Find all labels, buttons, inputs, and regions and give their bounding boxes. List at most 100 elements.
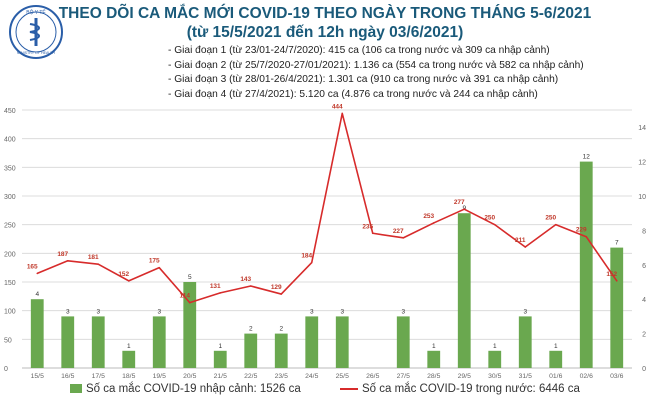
y-left-tick-label: 250 [4, 223, 16, 230]
y-right-tick-label: 2 [642, 332, 646, 339]
line-point [310, 261, 313, 264]
bar-data-label: 7 [615, 240, 619, 247]
bar [152, 316, 166, 368]
line-data-label: 152 [606, 271, 617, 278]
x-tick-label: 23/5 [275, 373, 288, 380]
x-tick-label: 20/5 [183, 373, 196, 380]
bar [122, 350, 136, 368]
line-point [158, 266, 161, 269]
line-data-label: 250 [484, 215, 495, 222]
y-left-tick-label: 100 [4, 309, 16, 316]
bar-data-label: 1 [432, 343, 436, 350]
line-data-label: 175 [149, 258, 160, 265]
x-tick-label: 29/5 [458, 373, 471, 380]
line-point [585, 235, 588, 238]
bar-data-label: 3 [96, 308, 100, 315]
line-data-label: 114 [180, 293, 191, 300]
bar [457, 213, 471, 368]
bar-data-label: 3 [66, 308, 70, 315]
line-data-label: 211 [515, 237, 526, 244]
bar [213, 350, 227, 368]
line-point [463, 208, 466, 210]
line-point [127, 280, 130, 282]
bar-data-label: 12 [583, 154, 591, 161]
bar-data-label: 1 [493, 343, 497, 350]
y-right-tick-label: 14 [638, 125, 646, 132]
bar [244, 333, 258, 368]
y-right-tick-label: 8 [642, 228, 646, 235]
bar [30, 299, 44, 368]
legend-bar: Số ca mắc COVID-19 nhập cảnh: 1526 ca [70, 383, 301, 395]
phase-2-text: - Giai đoạn 2 (từ 25/7/2020-27/01/2021):… [168, 59, 584, 71]
x-tick-label: 30/5 [488, 373, 501, 380]
bar-data-label: 3 [340, 308, 344, 315]
phase-1-text: - Giai đoạn 1 (từ 23/01-24/7/2020): 415 … [168, 45, 550, 56]
bar [335, 316, 349, 368]
bar [396, 316, 410, 368]
y-left-tick-label: 50 [4, 337, 12, 344]
y-left-tick-label: 450 [4, 108, 16, 115]
legend-line: Số ca mắc COVID-19 trong nước: 6446 ca [340, 383, 580, 395]
line-point [97, 263, 100, 266]
phase-summary: - Giai đoạn 1 (từ 23/01-24/7/2020): 415 … [168, 44, 584, 102]
x-tick-label: 28/5 [427, 373, 440, 380]
bar-data-label: 3 [157, 308, 161, 315]
x-tick-label: 24/5 [305, 373, 318, 380]
line-data-label: 152 [118, 271, 129, 278]
bar-data-label: 5 [188, 274, 192, 281]
bar [183, 282, 197, 368]
x-tick-label: 27/5 [397, 373, 410, 380]
line-point [36, 272, 39, 275]
line-data-label: 143 [240, 276, 251, 283]
line-point [554, 223, 557, 226]
line-point [219, 292, 222, 294]
x-tick-label: 02/6 [580, 373, 593, 380]
line-series [36, 112, 618, 304]
bar [427, 350, 441, 368]
ministry-logo: BỘ Y TẾ MINISTRY OF HEALTH [9, 5, 63, 59]
x-tick-label: 19/5 [153, 373, 166, 380]
bar-data-label: 3 [310, 308, 314, 315]
line-point [402, 237, 405, 239]
x-tick-label: 22/5 [244, 373, 257, 380]
line-point [66, 259, 69, 262]
line-data-label: 165 [27, 263, 38, 270]
bar [518, 316, 532, 368]
line-data-label: 181 [88, 254, 99, 261]
line-point [493, 223, 496, 226]
bar-data-label: 4 [35, 291, 39, 298]
phase-3-text: - Giai đoạn 3 (từ 28/01-26/4/2021): 1.30… [168, 74, 559, 85]
line-data-label: 184 [301, 253, 312, 260]
y-right-tick-label: 10 [638, 194, 646, 201]
x-tick-label: 01/6 [549, 373, 562, 380]
x-tick-label: 17/5 [92, 373, 105, 380]
line-point [432, 222, 435, 224]
line-point [615, 280, 618, 282]
bar [91, 316, 105, 368]
legend-bar-swatch [70, 384, 82, 394]
legend-line-swatch [340, 387, 358, 390]
line-data-label: 227 [393, 228, 404, 235]
bar-data-label: 1 [218, 343, 222, 350]
y-left-tick-label: 350 [4, 165, 16, 172]
bar [610, 247, 624, 368]
x-tick-label: 26/5 [366, 373, 379, 380]
line-data-label: 187 [57, 251, 68, 258]
y-right-tick-label: 0 [642, 366, 646, 373]
logo-text-bottom: MINISTRY OF HEALTH [17, 51, 55, 55]
bar [549, 350, 563, 368]
y-left-tick-label: 200 [4, 251, 16, 258]
line-data-label: 277 [454, 199, 465, 206]
bar [579, 161, 593, 368]
line-point [280, 293, 283, 295]
logo-text-top: BỘ Y TẾ [26, 9, 46, 16]
line-data-label: 444 [332, 103, 343, 110]
x-tick-label: 18/5 [122, 373, 135, 380]
bar-data-label: 1 [127, 343, 131, 350]
bar [488, 350, 502, 368]
line-point [341, 112, 344, 115]
chart-subtitle: (từ 15/5/2021 đến 12h ngày 03/6/2021) [186, 24, 464, 41]
x-tick-label: 31/5 [519, 373, 532, 380]
y-left-tick-label: 400 [4, 137, 16, 144]
